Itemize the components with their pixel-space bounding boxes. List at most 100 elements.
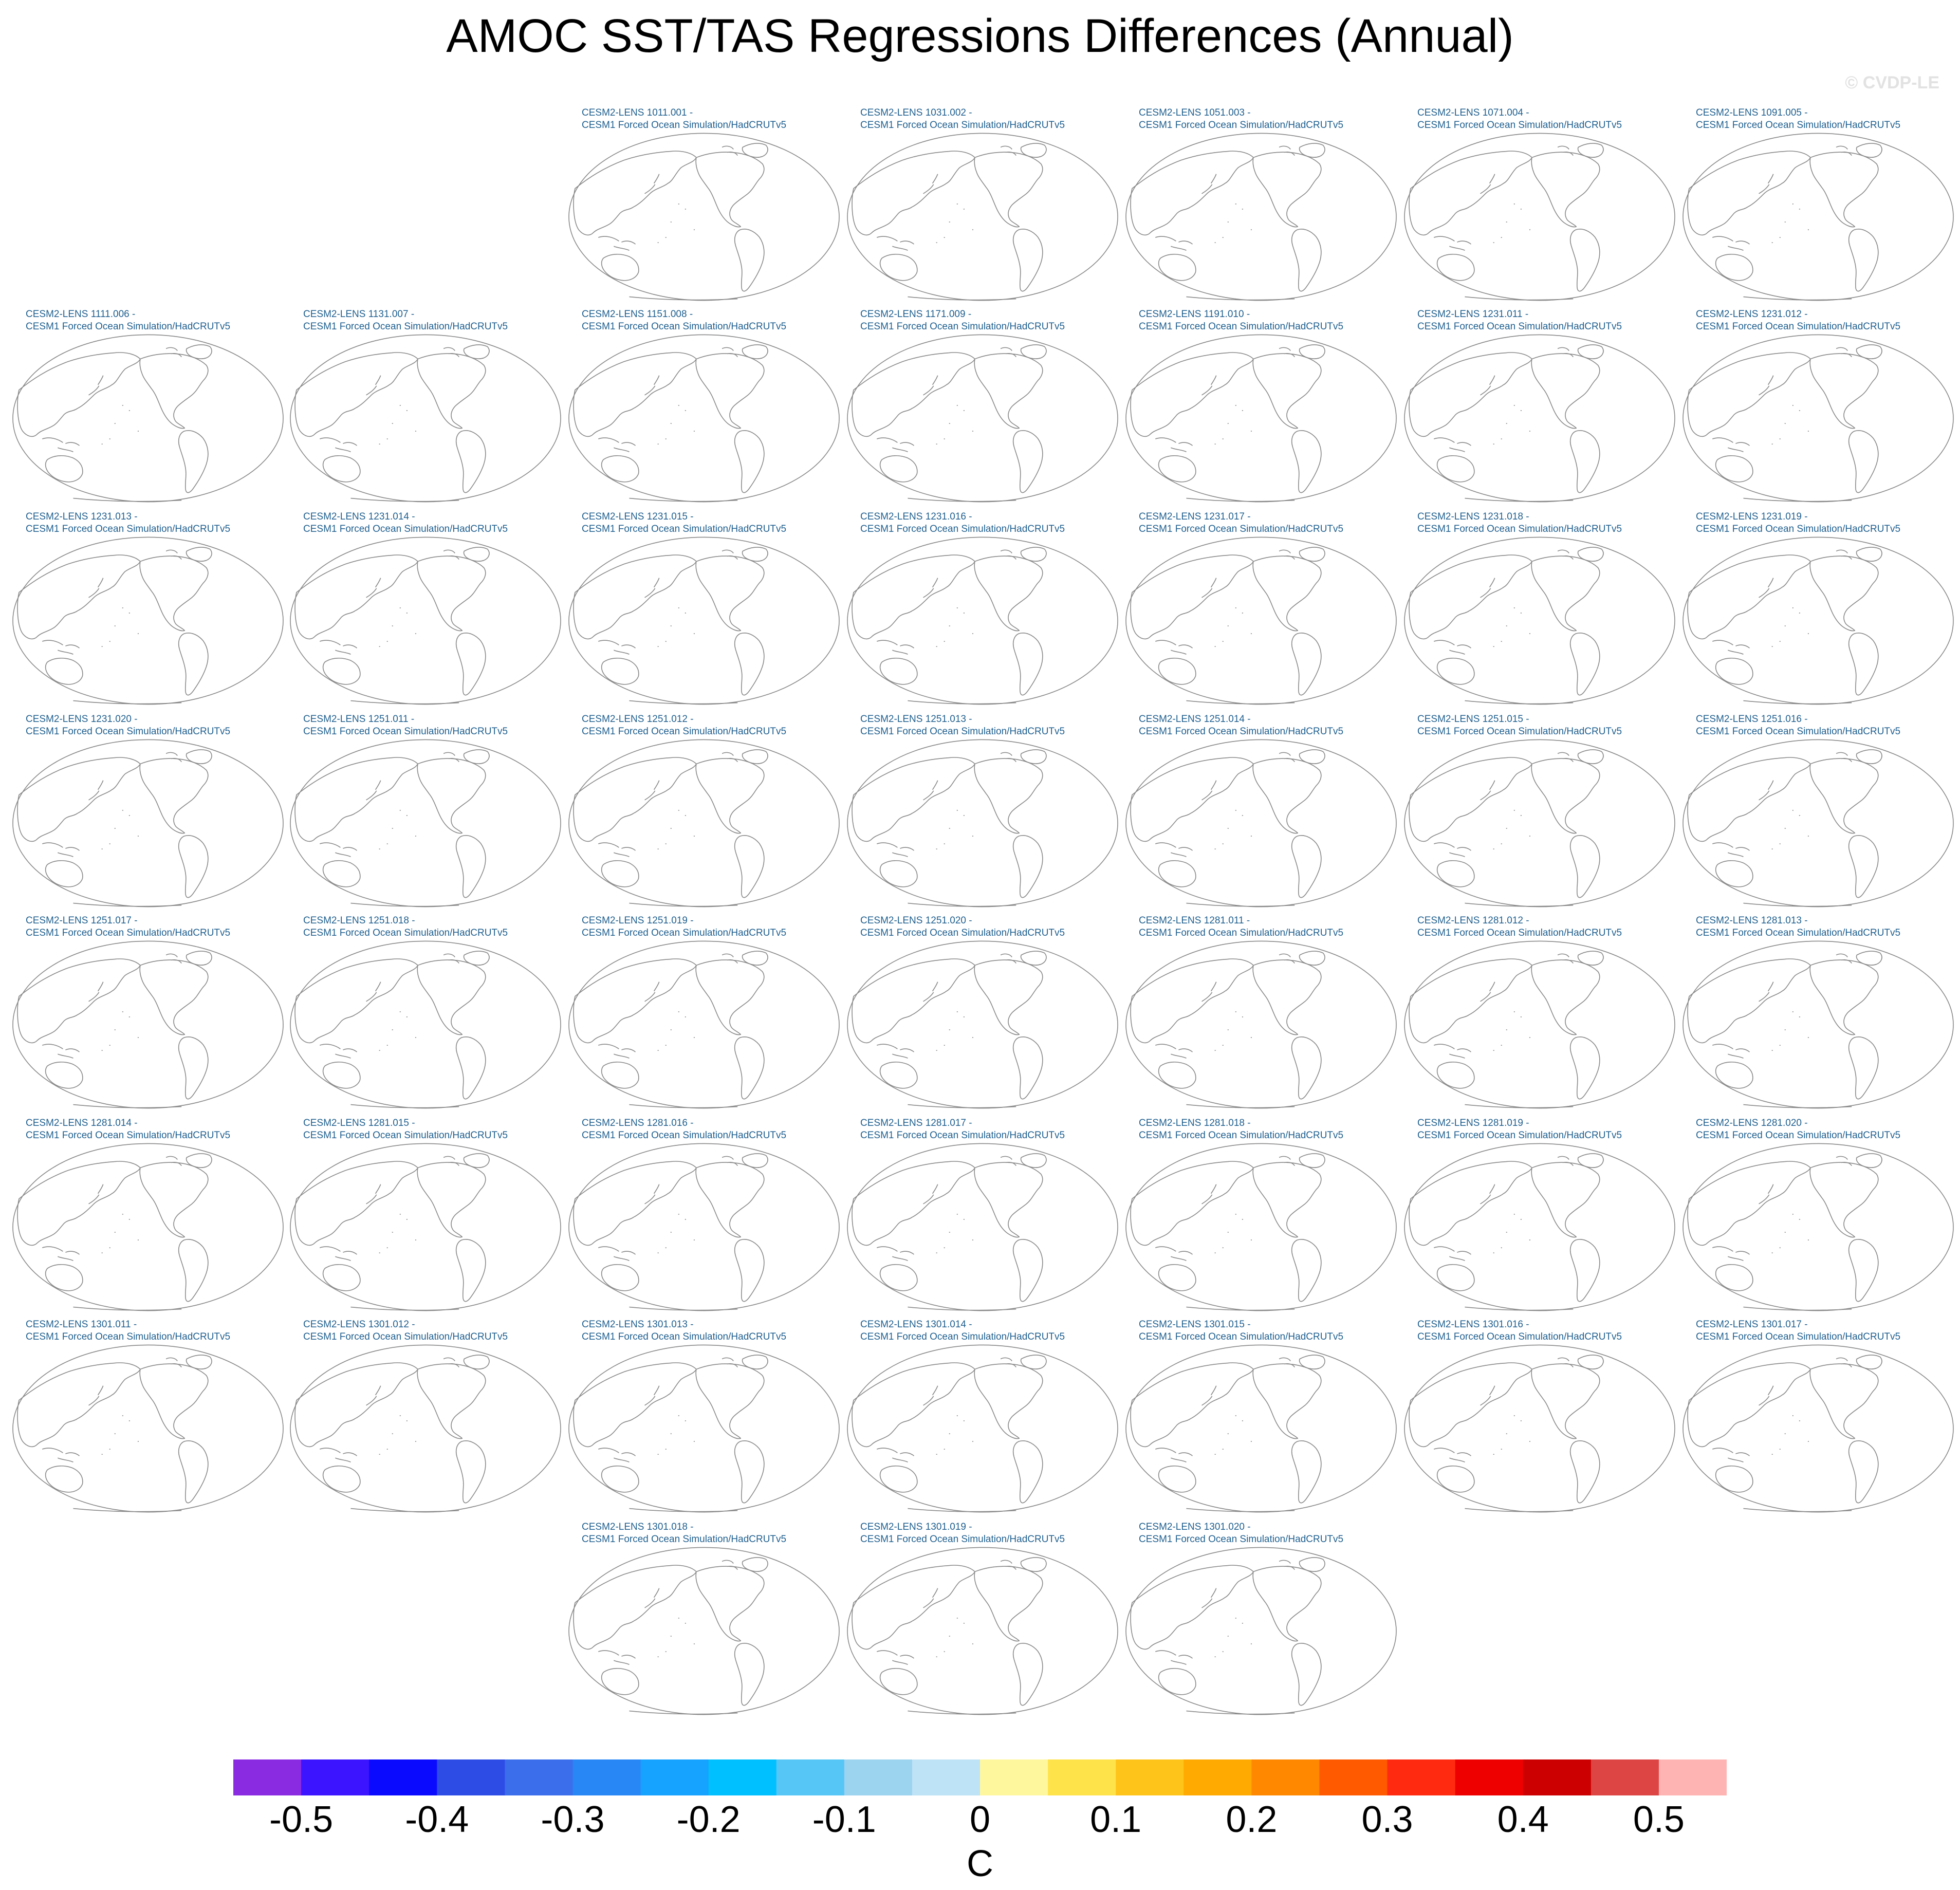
panel-title-member: CESM2-LENS 1231.014 - [303, 511, 415, 522]
colorbar-tick-label: 0.1 [1090, 1799, 1142, 1840]
panel-title-reference: CESM1 Forced Ocean Simulation/HadCRUTv5 [1696, 726, 1901, 737]
panel-title: CESM2-LENS 1231.020 - CESM1 Forced Ocean … [26, 713, 230, 738]
map-panel: CESM2-LENS 1281.017 - CESM1 Forced Ocean … [842, 1117, 1119, 1312]
panel-title: CESM2-LENS 1281.020 - CESM1 Forced Ocean … [1696, 1117, 1900, 1142]
map-panel: CESM2-LENS 1251.013 - CESM1 Forced Ocean … [842, 713, 1119, 909]
world-map [846, 535, 1119, 706]
panel-title-reference: CESM1 Forced Ocean Simulation/HadCRUTv5 [582, 1331, 787, 1342]
world-map [846, 1546, 1119, 1716]
panel-title-member: CESM2-LENS 1281.012 - [1417, 915, 1529, 926]
world-map [567, 1343, 841, 1514]
panel-title: CESM2-LENS 1231.018 - CESM1 Forced Ocean … [1417, 511, 1622, 535]
panel-title-member: CESM2-LENS 1051.003 - [1139, 107, 1251, 118]
panel-title: CESM2-LENS 1301.013 - CESM1 Forced Ocean … [582, 1319, 786, 1343]
panel-title-member: CESM2-LENS 1151.008 - [582, 309, 693, 320]
world-map [289, 939, 562, 1110]
coastline-outline [1404, 1143, 1675, 1310]
colorbar-swatch [505, 1759, 573, 1795]
map-panel: CESM2-LENS 1251.018 - CESM1 Forced Ocean … [285, 915, 562, 1110]
world-map [846, 939, 1119, 1110]
panel-title: CESM2-LENS 1281.011 - CESM1 Forced Ocean … [1139, 915, 1343, 939]
coastline-outline [847, 133, 1118, 300]
panel-title-member: CESM2-LENS 1251.015 - [1417, 714, 1529, 725]
coastline-outline [1683, 133, 1953, 300]
panel-title-member: CESM2-LENS 1251.011 - [303, 714, 415, 725]
world-map [846, 132, 1119, 302]
world-map [567, 1546, 841, 1716]
panel-title-reference: CESM1 Forced Ocean Simulation/HadCRUTv5 [860, 928, 1065, 938]
panel-title: CESM2-LENS 1231.019 - CESM1 Forced Ocean … [1696, 511, 1900, 535]
world-map [1124, 1343, 1398, 1514]
panel-title: CESM2-LENS 1171.009 - CESM1 Forced Ocean … [860, 308, 1065, 333]
panel-title-reference: CESM1 Forced Ocean Simulation/HadCRUTv5 [303, 524, 508, 534]
panel-title: CESM2-LENS 1051.003 - CESM1 Forced Ocean … [1139, 107, 1343, 132]
world-map [11, 939, 285, 1110]
colorbar-swatch [844, 1759, 913, 1795]
world-map [846, 1142, 1119, 1312]
map-panel: CESM2-LENS 1191.010 - CESM1 Forced Ocean … [1120, 308, 1398, 504]
colorbar-swatch [1116, 1759, 1184, 1795]
panel-title-reference: CESM1 Forced Ocean Simulation/HadCRUTv5 [1696, 928, 1901, 938]
panel-title: CESM2-LENS 1301.011 - CESM1 Forced Ocean … [26, 1319, 230, 1343]
panel-title-reference: CESM1 Forced Ocean Simulation/HadCRUTv5 [582, 726, 787, 737]
colorbar-tick-label: -0.3 [541, 1799, 605, 1840]
panel-title-member: CESM2-LENS 1091.005 - [1696, 107, 1808, 118]
colorbar-tick-label: 0.3 [1361, 1799, 1413, 1840]
panel-title: CESM2-LENS 1231.016 - CESM1 Forced Ocean … [860, 511, 1065, 535]
colorbar-swatch [1048, 1759, 1116, 1795]
panel-title: CESM2-LENS 1071.004 - CESM1 Forced Ocean … [1417, 107, 1622, 132]
panel-title-reference: CESM1 Forced Ocean Simulation/HadCRUTv5 [860, 726, 1065, 737]
world-map [1681, 535, 1955, 706]
panel-title-member: CESM2-LENS 1131.007 - [303, 309, 415, 320]
panel-title-reference: CESM1 Forced Ocean Simulation/HadCRUTv5 [860, 1534, 1065, 1545]
world-map [1403, 939, 1676, 1110]
panel-title-member: CESM2-LENS 1301.011 - [26, 1319, 137, 1330]
coastline-outline [847, 739, 1118, 906]
world-map [567, 333, 841, 504]
colorbar-swatch [301, 1759, 369, 1795]
panel-title-member: CESM2-LENS 1301.015 - [1139, 1319, 1251, 1330]
map-panel: CESM2-LENS 1301.019 - CESM1 Forced Ocean … [842, 1521, 1119, 1716]
world-map [1403, 333, 1676, 504]
world-map [846, 1343, 1119, 1514]
coastline-outline [290, 1345, 561, 1512]
panel-title-reference: CESM1 Forced Ocean Simulation/HadCRUTv5 [1139, 524, 1344, 534]
colorbar-tick-label: 0.5 [1633, 1799, 1685, 1840]
colorbar-tick-label: -0.2 [676, 1799, 741, 1840]
panel-title-member: CESM2-LENS 1251.014 - [1139, 714, 1251, 725]
panel-title-member: CESM2-LENS 1301.018 - [582, 1522, 694, 1532]
world-map [1124, 333, 1398, 504]
coastline-outline [569, 1547, 839, 1714]
colorbar-swatch [1184, 1759, 1252, 1795]
colorbar-tick-label: -0.5 [269, 1799, 334, 1840]
colorbar-tick-labels: -0.5 -0.4 -0.3 -0.2 -0.1 0 0.1 0.2 0.3 0.4 0.5 [0, 1799, 1960, 1840]
world-map [1124, 1546, 1398, 1716]
coastline-outline [1126, 941, 1396, 1108]
panel-title-member: CESM2-LENS 1301.014 - [860, 1319, 972, 1330]
colorbar-tick-label: -0.1 [812, 1799, 876, 1840]
map-panel: CESM2-LENS 1301.014 - CESM1 Forced Ocean … [842, 1319, 1119, 1514]
colorbar-swatch [1591, 1759, 1659, 1795]
colorbar-swatch [1319, 1759, 1388, 1795]
colorbar-tick-label: 0.4 [1497, 1799, 1549, 1840]
colorbar [233, 1759, 1727, 1795]
map-panel: CESM2-LENS 1301.016 - CESM1 Forced Ocean … [1399, 1319, 1676, 1514]
panel-title-member: CESM2-LENS 1031.002 - [860, 107, 972, 118]
panel-title: CESM2-LENS 1301.016 - CESM1 Forced Ocean … [1417, 1319, 1622, 1343]
panel-title-member: CESM2-LENS 1301.020 - [1139, 1522, 1251, 1532]
map-panel-grid: CESM2-LENS 1011.001 - CESM1 Forced Ocean … [0, 107, 1960, 1747]
coastline-outline [847, 1547, 1118, 1714]
colorbar-swatch [640, 1759, 709, 1795]
colorbar-swatch [233, 1759, 302, 1795]
panel-title-member: CESM2-LENS 1231.013 - [26, 511, 138, 522]
map-panel: CESM2-LENS 1151.008 - CESM1 Forced Ocean … [563, 308, 841, 504]
map-panel: CESM2-LENS 1281.011 - CESM1 Forced Ocean … [1120, 915, 1398, 1110]
world-map [1124, 535, 1398, 706]
map-panel: CESM2-LENS 1011.001 - CESM1 Forced Ocean … [563, 107, 841, 302]
panel-title-reference: CESM1 Forced Ocean Simulation/HadCRUTv5 [1417, 726, 1622, 737]
panel-title-member: CESM2-LENS 1251.017 - [26, 915, 138, 926]
world-map [1681, 333, 1955, 504]
coastline-outline [847, 537, 1118, 704]
panel-title-reference: CESM1 Forced Ocean Simulation/HadCRUTv5 [1696, 1331, 1901, 1342]
world-map [1681, 738, 1955, 909]
